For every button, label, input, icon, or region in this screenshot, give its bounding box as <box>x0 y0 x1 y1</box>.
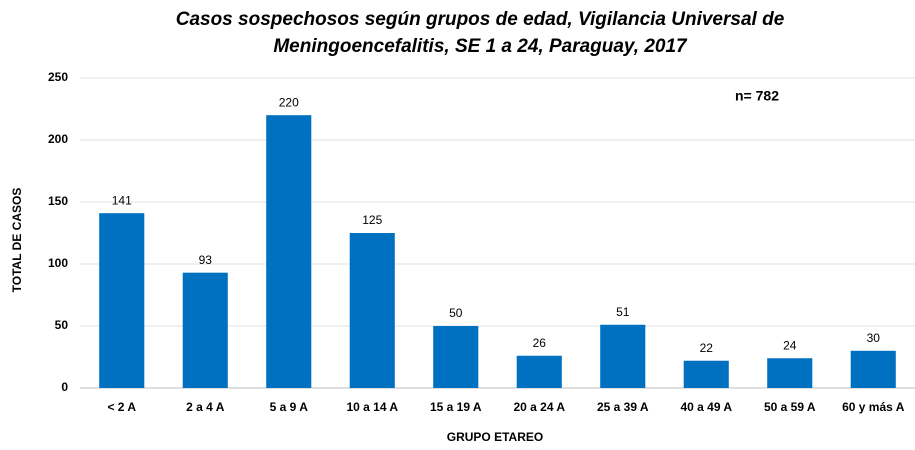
x-tick-label: 5 a 9 A <box>270 400 309 414</box>
x-tick-label: 2 a 4 A <box>186 400 225 414</box>
x-tick-label: < 2 A <box>107 400 136 414</box>
y-tick-label: 100 <box>48 256 68 270</box>
x-tick-label: 25 a 39 A <box>597 400 649 414</box>
y-axis-title: TOTAL DE CASOS <box>10 188 24 293</box>
bar <box>433 326 479 388</box>
data-label: 141 <box>112 193 132 207</box>
data-label: 22 <box>700 341 714 355</box>
bar <box>182 272 228 388</box>
y-tick-label: 0 <box>61 380 68 394</box>
data-label: 50 <box>449 306 463 320</box>
x-tick-label: 60 y más A <box>842 400 905 414</box>
bar <box>767 358 813 388</box>
x-tick-label: 15 a 19 A <box>430 400 482 414</box>
bar <box>683 360 729 388</box>
data-label: 30 <box>867 331 881 345</box>
bar <box>600 324 646 388</box>
x-tick-label: 10 a 14 A <box>346 400 398 414</box>
data-label: 51 <box>616 305 630 319</box>
data-label: 26 <box>533 336 547 350</box>
bar <box>99 213 145 388</box>
bar <box>516 355 562 388</box>
data-label: 93 <box>199 253 213 267</box>
y-tick-label: 200 <box>48 132 68 146</box>
x-tick-label: 20 a 24 A <box>513 400 565 414</box>
y-tick-label: 50 <box>55 318 69 332</box>
x-axis-title: GRUPO ETAREO <box>447 430 543 444</box>
bar <box>266 115 312 388</box>
y-tick-label: 150 <box>48 194 68 208</box>
y-tick-label: 250 <box>48 70 68 84</box>
bar <box>349 233 395 388</box>
data-label: 125 <box>362 213 382 227</box>
x-tick-label: 50 a 59 A <box>764 400 816 414</box>
data-label: 220 <box>279 95 299 109</box>
bar <box>850 350 896 388</box>
annotation: n= 782 <box>735 88 779 104</box>
chart-title: Casos sospechosos según grupos de edad, … <box>175 9 785 57</box>
data-label: 24 <box>783 338 797 352</box>
x-tick-label: 40 a 49 A <box>680 400 732 414</box>
